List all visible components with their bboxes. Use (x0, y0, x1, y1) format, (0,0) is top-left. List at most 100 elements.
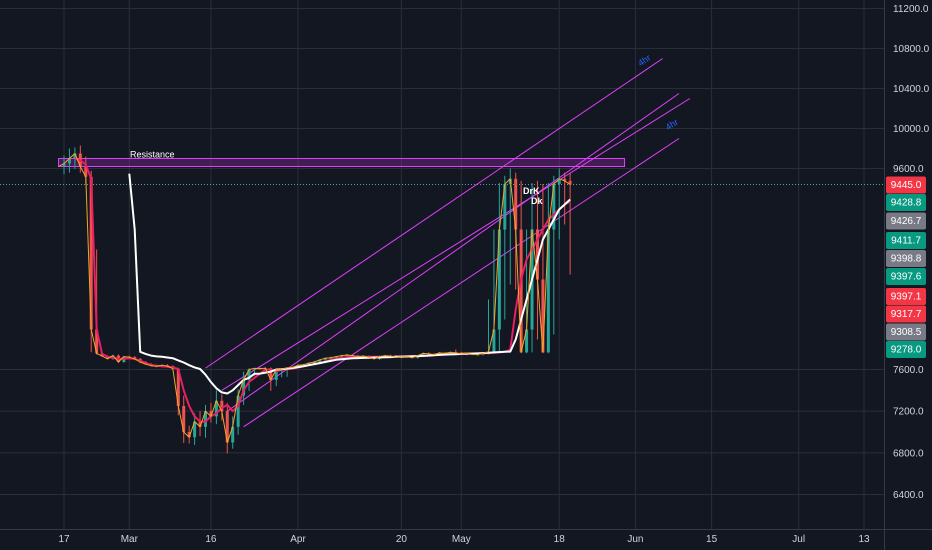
candle-body (568, 180, 572, 185)
channel-0-upper-line (205, 58, 663, 369)
x-tick-label: Mar (121, 534, 139, 545)
price-tag-bg (886, 212, 926, 230)
x-tick-label: 17 (58, 534, 70, 545)
price-axis[interactable]: 11200.0 10800.0 10400.0 10000.0 9600.0 7600.0… (893, 4, 930, 501)
candlesticks (62, 145, 572, 454)
candle-body (187, 432, 191, 438)
price-tag-label: 9426.7 (891, 216, 922, 227)
candle-body (73, 153, 77, 159)
price-tag-bg (886, 194, 926, 211)
channel-1-lower-line (243, 138, 680, 428)
candle-body (95, 329, 99, 354)
candle-body (236, 395, 240, 427)
candle-body (242, 379, 246, 396)
candle-body (182, 405, 186, 432)
x-tick-label: Apr (290, 534, 306, 545)
channel-1-upper-line (221, 98, 691, 391)
candle-body (209, 411, 213, 417)
candle-body (557, 178, 561, 184)
y-tick-label: 10800.0 (893, 44, 930, 55)
y-tick-label: 6400.0 (893, 490, 924, 501)
candle-body (546, 229, 550, 353)
candle-body (438, 352, 442, 355)
candle-body (503, 183, 507, 230)
candle-body (247, 369, 251, 380)
end-label-0: DrK (523, 186, 540, 196)
price-tag-bg (886, 176, 926, 194)
y-tick-label: 11200.0 (893, 4, 929, 15)
price-tag-label: 9397.1 (891, 292, 922, 303)
end-label-1: Dk (531, 196, 543, 206)
candle-body (62, 163, 66, 167)
candle-body (133, 357, 137, 359)
candle-body (231, 426, 235, 443)
price-tag-label: 9398.8 (891, 254, 922, 265)
price-tag-bg (886, 288, 926, 305)
series-line-1 (128, 173, 571, 395)
candle-body (252, 368, 256, 370)
y-tick-label: 7600.0 (893, 365, 924, 376)
price-tag-bg (886, 250, 926, 267)
x-tick-label: Jun (627, 534, 643, 545)
candle-body (198, 421, 202, 427)
price-tags: 9445.0 9428.8 9426.7 9411.7 9398.8 9397.6 9397… (886, 176, 926, 358)
price-tag-label: 9317.7 (891, 309, 922, 320)
x-tick-label: Jul (792, 534, 805, 545)
candle-body (220, 400, 224, 412)
candle-body (269, 368, 273, 380)
x-tick-label: 16 (205, 534, 217, 545)
grid (0, 0, 884, 529)
price-tag-label: 9397.6 (891, 272, 922, 283)
price-tag-label: 9428.8 (891, 198, 922, 209)
price-tag-bg (886, 305, 926, 323)
price-tag-bg (886, 268, 926, 285)
candle-body (67, 158, 71, 164)
candle-body (323, 358, 327, 360)
price-tag-label: 9411.7 (891, 236, 921, 247)
candle-body (492, 329, 496, 352)
candle-body (563, 178, 567, 181)
candle-body (193, 421, 197, 438)
candle-body (552, 183, 556, 230)
candle-body (448, 352, 452, 354)
candle-body (84, 166, 88, 177)
candle-body (312, 361, 316, 364)
candle-body (535, 229, 539, 280)
channel-0-lower-line (226, 93, 680, 412)
price-tag-bg (886, 232, 926, 249)
x-tick-label: May (452, 534, 471, 545)
resistance-zone (58, 158, 626, 167)
price-tag-bg (886, 341, 926, 358)
candle-body (307, 363, 311, 365)
candle-body (345, 355, 349, 357)
candle-body (214, 400, 218, 417)
candle-body (203, 411, 207, 427)
candle-body (318, 359, 322, 362)
series-line-0 (58, 153, 571, 443)
price-tag-bg (886, 323, 926, 341)
candle-body (519, 229, 523, 353)
candle-body (421, 353, 425, 356)
x-tick-label: 13 (858, 534, 870, 545)
time-axis[interactable]: 17 Mar 16 Apr 20 May 18 Jun 15 Jul 13 (58, 534, 870, 545)
x-tick-label: 18 (554, 534, 566, 545)
price-tag-label: 9445.0 (891, 180, 922, 191)
candle-body (497, 229, 501, 330)
y-tick-label: 10400.0 (893, 84, 930, 95)
candle-body (225, 411, 229, 443)
y-tick-label: 10000.0 (893, 124, 930, 135)
candle-body (541, 279, 545, 353)
x-tick-label: 15 (706, 534, 718, 545)
y-tick-label: 6800.0 (893, 448, 924, 459)
candle-body (89, 176, 93, 330)
y-tick-label: 7200.0 (893, 407, 924, 418)
x-tick-label: 20 (396, 534, 408, 545)
candle-body (274, 369, 278, 380)
candle-body (525, 329, 529, 353)
y-tick-label: 9600.0 (893, 164, 924, 175)
price-tag-label: 9308.5 (891, 327, 922, 338)
